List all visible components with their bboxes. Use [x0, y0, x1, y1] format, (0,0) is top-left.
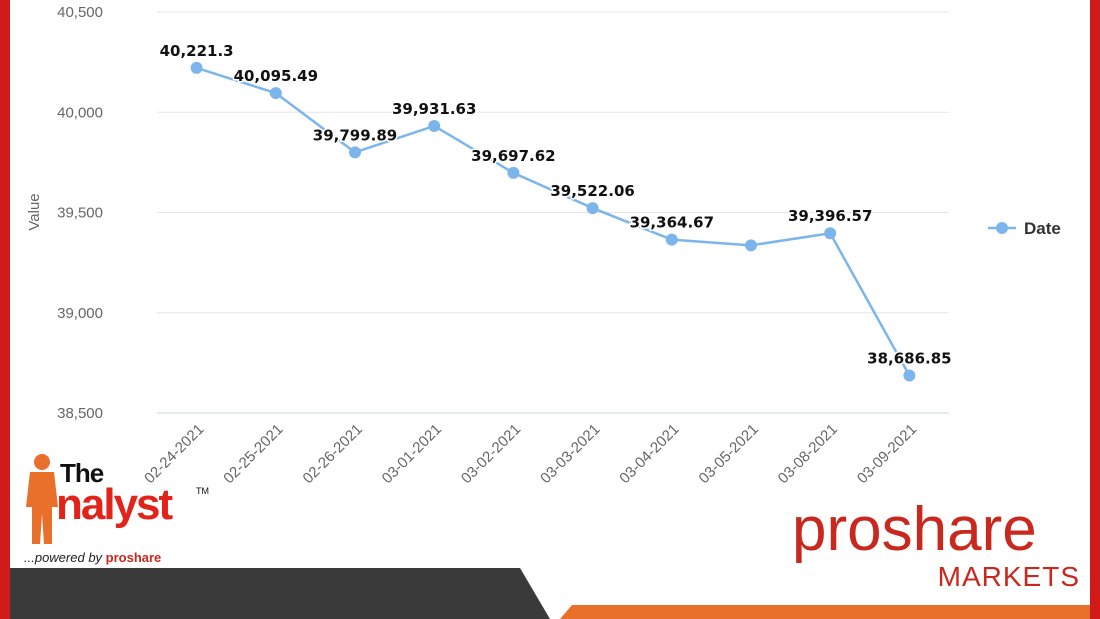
data-point[interactable]	[428, 119, 441, 132]
bottom-orange-bar	[560, 605, 1090, 619]
x-tick-label: 02-26-2021	[300, 421, 366, 487]
x-tick-label: 03-08-2021	[775, 421, 841, 487]
proshare-markets-logo: proshare MARKETS	[792, 495, 1084, 596]
proshare-wordmark: proshare	[792, 495, 1037, 564]
person-silhouette-icon	[26, 454, 58, 544]
legend-label: Date	[1024, 219, 1061, 238]
powered-by: ...powered by proshare	[24, 550, 161, 565]
data-labels: 40,221.340,095.49 39,799.89 39,931.63 39,69…	[158, 40, 953, 369]
data-point[interactable]	[903, 369, 916, 382]
data-label: 39,799.89	[313, 126, 397, 144]
proshare-markets-label: MARKETS	[937, 561, 1080, 592]
data-label: 39,931.63	[392, 100, 476, 118]
left-red-frame	[0, 0, 10, 619]
data-label: 39,697.62	[471, 147, 555, 165]
y-tick-label: 40,000	[57, 104, 103, 121]
y-tick-label: 40,500	[57, 4, 103, 21]
analyst-the: The	[60, 458, 104, 488]
data-label: 38,686.85	[867, 350, 951, 368]
powered-by-text: ...powered by	[24, 550, 106, 565]
data-label: 40,095.49	[234, 67, 318, 85]
data-point[interactable]	[665, 233, 678, 246]
y-tick-label: 39,500	[57, 205, 103, 222]
data-point[interactable]	[190, 61, 203, 74]
x-tick-label: 03-02-2021	[458, 421, 524, 487]
x-tick-label: 03-01-2021	[379, 421, 445, 487]
x-tick-label: 02-25-2021	[220, 421, 286, 487]
data-label: 39,396.57	[788, 207, 872, 225]
gridlines	[157, 11, 949, 414]
data-point[interactable]	[586, 202, 599, 215]
data-point[interactable]	[269, 87, 282, 100]
the-analyst-logo: The nalyst TM ...powered by proshare	[22, 452, 212, 565]
series-line	[196, 66, 911, 377]
x-tick-label: 03-03-2021	[537, 421, 603, 487]
legend-marker	[996, 222, 1008, 234]
data-label: 39,522.06	[550, 182, 634, 200]
x-axis-ticks: 02-24-2021 02-25-2021 02-26-2021 03-01-2021…	[141, 421, 920, 487]
legend[interactable]: Date	[988, 219, 1061, 238]
data-label: 40,221.3	[160, 42, 234, 60]
x-tick-label: 03-05-2021	[696, 421, 762, 487]
y-tick-label: 39,000	[57, 305, 103, 322]
x-tick-label: 03-04-2021	[616, 421, 682, 487]
data-label: 39,364.67	[630, 214, 714, 232]
y-axis-title: Value	[26, 193, 43, 230]
y-tick-label: 38,500	[57, 405, 103, 422]
data-point[interactable]	[349, 146, 361, 159]
data-point[interactable]	[824, 227, 837, 240]
bottom-dark-bar	[10, 568, 550, 619]
right-red-frame	[1090, 0, 1100, 619]
data-point[interactable]	[507, 166, 520, 179]
data-point[interactable]	[745, 239, 757, 252]
powered-by-brand: proshare	[105, 550, 162, 565]
analyst-tm: TM	[196, 486, 209, 496]
x-tick-label: 03-09-2021	[854, 421, 920, 487]
y-axis-ticks: 38,500 39,000 39,500 40,000 40,500	[57, 4, 103, 422]
analyst-word: nalyst	[56, 480, 173, 529]
series-date	[190, 61, 916, 382]
